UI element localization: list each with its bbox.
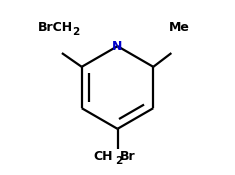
Text: Me: Me bbox=[169, 21, 190, 34]
Text: Br: Br bbox=[120, 150, 136, 163]
Text: N: N bbox=[112, 40, 123, 53]
Text: CH: CH bbox=[93, 150, 113, 163]
Text: 2: 2 bbox=[115, 156, 122, 166]
Text: BrCH: BrCH bbox=[38, 21, 73, 34]
Text: 2: 2 bbox=[72, 27, 79, 37]
